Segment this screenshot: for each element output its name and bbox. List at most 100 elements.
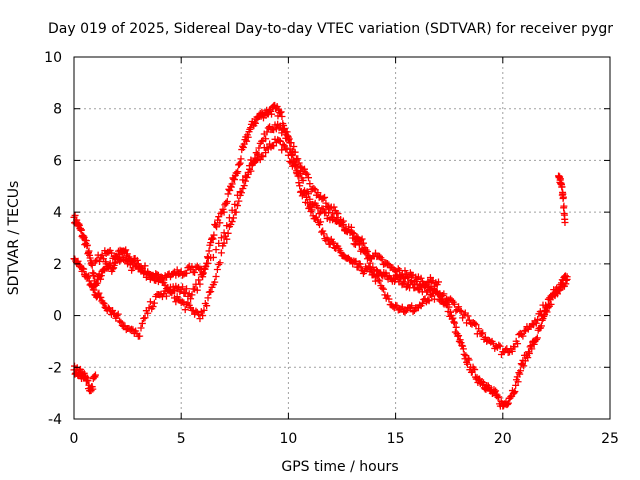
point-track-A (514, 378, 522, 386)
point-track-A (209, 235, 217, 243)
point-track-B (409, 308, 417, 316)
x-axis-label: GPS time / hours (281, 459, 398, 475)
point-track-A (518, 361, 526, 369)
point-track-B (475, 325, 483, 333)
point-track-C (434, 278, 442, 286)
point-track-C (300, 165, 308, 173)
point-track-C (321, 193, 329, 201)
point-track-B (144, 309, 152, 317)
point-track-A (463, 360, 471, 368)
point-track-B (305, 190, 312, 198)
point-track-C (421, 282, 429, 290)
data-marks (70, 101, 571, 410)
point-track-B (79, 264, 87, 272)
point-track-B (519, 332, 527, 340)
point-track-A (295, 179, 303, 187)
point-track-C (334, 210, 342, 218)
point-track-A (411, 284, 419, 292)
point-track-A (239, 144, 247, 151)
point-track-A (525, 349, 533, 357)
point-track-C (263, 128, 271, 136)
point-track-C (255, 144, 263, 152)
x-tick-label: 5 (177, 431, 186, 447)
point-track-B (401, 308, 409, 316)
point-track-C (287, 139, 295, 147)
point-track-B (425, 297, 433, 305)
point-track-A (533, 334, 541, 342)
point-track-C (183, 269, 191, 277)
point-track-C (330, 203, 338, 211)
point-track-C (284, 133, 292, 141)
point-track-A (195, 276, 203, 284)
point-track-A (495, 393, 503, 401)
point-track-A (307, 208, 315, 216)
point-track-A (320, 230, 328, 238)
point-track-B (543, 303, 551, 311)
point-track-B (238, 189, 245, 197)
point-track-A (199, 269, 207, 277)
point-track-B (538, 311, 546, 319)
point-track-A (451, 328, 459, 336)
point-track-C (239, 176, 247, 184)
point-track-D (89, 385, 97, 393)
x-tick-label: 15 (387, 431, 405, 447)
point-track-C (233, 191, 241, 199)
x-tick-label: 0 (70, 431, 79, 447)
point-track-B (374, 276, 382, 284)
point-track-C (113, 252, 121, 260)
point-track-C (189, 268, 197, 276)
point-track-B (223, 235, 231, 243)
point-track-B (471, 319, 479, 327)
point-track-A (227, 183, 235, 191)
point-track-C (95, 257, 103, 265)
point-track-A (244, 133, 252, 141)
point-track-A (450, 318, 458, 326)
point-track-A (356, 260, 364, 268)
point-track-A (187, 295, 195, 303)
point-track-A (447, 308, 455, 316)
point-track-B (199, 312, 207, 320)
point-track-C (125, 257, 133, 265)
point-track-B (359, 239, 367, 247)
point-track-A (231, 176, 239, 184)
point-track-A (471, 366, 479, 374)
point-track-B (380, 285, 388, 293)
point-track-A (205, 247, 213, 255)
point-track-B (95, 289, 103, 297)
y-tick-label: 0 (53, 309, 62, 325)
point-track-C (244, 170, 252, 178)
point-track-A (277, 108, 285, 116)
point-track-A (459, 345, 467, 353)
point-track-A (296, 182, 304, 190)
point-track-B (181, 306, 189, 314)
point-track-A (235, 160, 243, 168)
point-track-A (445, 303, 453, 311)
point-track-C (346, 229, 354, 237)
point-track-A (524, 354, 532, 362)
point-track-B (376, 277, 384, 285)
point-track-B (109, 306, 117, 314)
point-track-C (215, 239, 223, 247)
point-track-B (232, 208, 240, 216)
point-track-B (439, 291, 446, 299)
point-track-B (217, 249, 225, 257)
y-tick-label: 2 (53, 257, 62, 273)
point-track-A (97, 275, 105, 283)
point-track-A (492, 387, 500, 395)
point-track-C (251, 154, 259, 162)
point-track-B (398, 303, 406, 311)
point-track-B (116, 317, 124, 325)
point-track-B (117, 318, 125, 326)
point-track-E (560, 202, 568, 210)
point-track-B (80, 265, 88, 273)
point-track-A (217, 210, 225, 218)
x-axis-ticks: 0 5 10 15 20 25 (70, 57, 619, 447)
point-track-C (322, 199, 330, 207)
point-track-C (243, 173, 251, 181)
point-track-A (181, 289, 189, 297)
point-track-C (362, 246, 370, 254)
point-track-C (355, 241, 363, 249)
point-track-C (250, 159, 258, 167)
point-track-B (212, 273, 220, 281)
point-track-B (440, 290, 448, 298)
